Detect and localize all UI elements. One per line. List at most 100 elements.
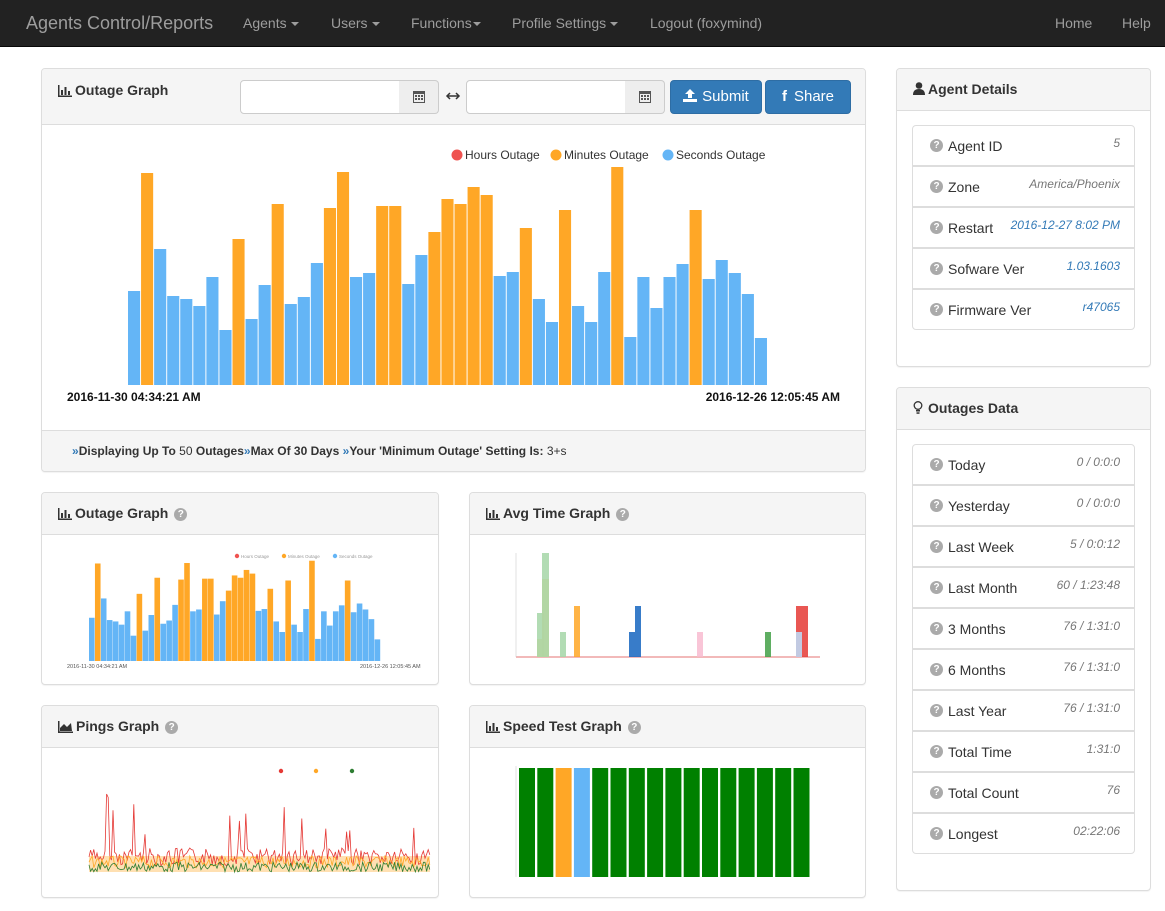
chart-bar[interactable] — [350, 277, 363, 385]
chart-bar[interactable] — [480, 195, 493, 385]
chart-bar — [542, 553, 549, 657]
question-circle-icon[interactable]: ? — [930, 458, 943, 471]
chart-bar[interactable] — [154, 249, 167, 385]
question-circle-icon[interactable]: ? — [930, 540, 943, 553]
chart-bar[interactable] — [532, 299, 545, 385]
chart-bar[interactable] — [676, 264, 689, 385]
nav-profile-settings[interactable]: Profile Settings — [512, 0, 619, 47]
question-circle-icon[interactable]: ? — [930, 262, 943, 275]
chart-bar[interactable] — [715, 260, 728, 385]
end-date-input[interactable] — [466, 80, 626, 114]
chart-bar[interactable] — [297, 297, 310, 385]
legend-label[interactable]: Seconds Outage — [676, 148, 766, 162]
chart-bar[interactable] — [585, 322, 598, 385]
question-circle-icon[interactable]: ? — [174, 508, 188, 521]
chart-bar[interactable] — [572, 306, 585, 385]
nav-agents[interactable]: Agents — [243, 0, 299, 47]
chart-line — [88, 860, 431, 874]
chart-bar[interactable] — [310, 263, 323, 385]
chart-bar[interactable] — [741, 294, 754, 385]
chart-bar[interactable] — [689, 210, 702, 385]
chart-bar[interactable] — [245, 319, 258, 385]
agent-detail-value[interactable]: 2016-12-27 8:02 PM — [1010, 218, 1120, 232]
chart-bar[interactable] — [271, 204, 284, 385]
submit-button[interactable]: Submit — [670, 80, 762, 114]
question-circle-icon[interactable]: ? — [930, 499, 943, 512]
legend-label[interactable]: Minutes Outage — [564, 148, 649, 162]
chart-bar[interactable] — [728, 273, 741, 385]
start-date-calendar-button[interactable] — [399, 80, 439, 114]
chart-bar[interactable] — [206, 277, 219, 385]
chart-bar[interactable] — [702, 279, 715, 385]
chart-bar[interactable] — [558, 210, 572, 385]
chart-bar[interactable] — [193, 306, 206, 385]
chart-bar[interactable] — [624, 337, 637, 385]
agent-detail-row: ? Firmware Ver r47065 — [912, 289, 1135, 330]
share-button[interactable]: f Share — [765, 80, 851, 114]
chart-bar[interactable] — [467, 187, 480, 385]
chart-bar[interactable] — [323, 208, 336, 385]
question-circle-icon[interactable]: ? — [930, 663, 943, 676]
chart-bar[interactable] — [598, 272, 611, 385]
chart-bar[interactable] — [141, 173, 154, 385]
chart-bar — [106, 620, 113, 661]
nav-functions[interactable]: Functions — [411, 0, 481, 47]
chart-bar[interactable] — [258, 285, 271, 385]
chart-bar[interactable] — [663, 277, 676, 385]
start-date-input[interactable] — [240, 80, 400, 114]
legend-marker — [278, 768, 284, 774]
chart-bar[interactable] — [415, 255, 428, 385]
question-circle-icon[interactable]: ? — [930, 303, 943, 316]
double-chevron-icon: » — [243, 444, 251, 458]
question-circle-icon[interactable]: ? — [930, 581, 943, 594]
question-circle-icon[interactable]: ? — [930, 704, 943, 717]
chart-bar[interactable] — [284, 304, 297, 385]
nav-home[interactable]: Home — [1055, 15, 1093, 31]
question-circle-icon[interactable]: ? — [165, 721, 179, 734]
chart-bar[interactable] — [376, 206, 389, 385]
chart-bar[interactable] — [428, 232, 441, 385]
chart-bar[interactable] — [336, 172, 350, 385]
brand-title[interactable]: Agents Control/Reports — [26, 13, 214, 33]
chart-bar[interactable] — [545, 322, 559, 385]
chart-bar[interactable] — [180, 299, 193, 385]
chart-bar[interactable] — [219, 330, 232, 385]
pings-title: Pings Graph? — [58, 718, 179, 734]
question-circle-icon[interactable]: ? — [930, 827, 943, 840]
legend-label: Seconds Outage — [339, 554, 373, 559]
question-circle-icon[interactable]: ? — [616, 508, 630, 521]
chart-bar[interactable] — [389, 206, 402, 385]
chart-bar[interactable] — [754, 338, 767, 385]
question-circle-icon[interactable]: ? — [930, 622, 943, 635]
legend-label[interactable]: Hours Outage — [465, 148, 540, 162]
outage-stat-value: 0 / 0:0:0 — [1076, 496, 1120, 510]
end-date-calendar-button[interactable] — [625, 80, 665, 114]
chart-bar — [610, 768, 627, 877]
question-circle-icon[interactable]: ? — [930, 180, 943, 193]
question-circle-icon[interactable]: ? — [930, 139, 943, 152]
question-circle-icon[interactable]: ? — [627, 721, 641, 734]
chart-bar[interactable] — [493, 276, 506, 385]
agent-detail-value[interactable]: 1.03.1603 — [1066, 259, 1120, 273]
chart-bar[interactable] — [611, 167, 624, 385]
chart-bar[interactable] — [506, 272, 519, 385]
question-circle-icon[interactable]: ? — [930, 221, 943, 234]
chart-bar[interactable] — [128, 291, 141, 385]
outage-bar-chart: Hours Outage Minutes Outage Seconds Outage — [128, 148, 767, 385]
chart-bar[interactable] — [363, 273, 376, 385]
chart-bar[interactable] — [232, 239, 245, 385]
nav-users[interactable]: Users — [331, 0, 380, 47]
agent-detail-value[interactable]: r47065 — [1082, 300, 1120, 314]
question-circle-icon[interactable]: ? — [930, 745, 943, 758]
chart-bar[interactable] — [519, 228, 532, 385]
chart-bar[interactable] — [402, 284, 415, 385]
nav-logout[interactable]: Logout (foxymind) — [650, 15, 763, 31]
chart-bar[interactable] — [454, 204, 467, 385]
chart-bar[interactable] — [650, 308, 663, 385]
nav-help[interactable]: Help — [1122, 15, 1151, 31]
chart-bar[interactable] — [637, 277, 650, 385]
chart-bar[interactable] — [167, 296, 180, 385]
bar-chart-icon — [58, 508, 72, 520]
question-circle-icon[interactable]: ? — [930, 786, 943, 799]
chart-bar[interactable] — [441, 199, 454, 385]
